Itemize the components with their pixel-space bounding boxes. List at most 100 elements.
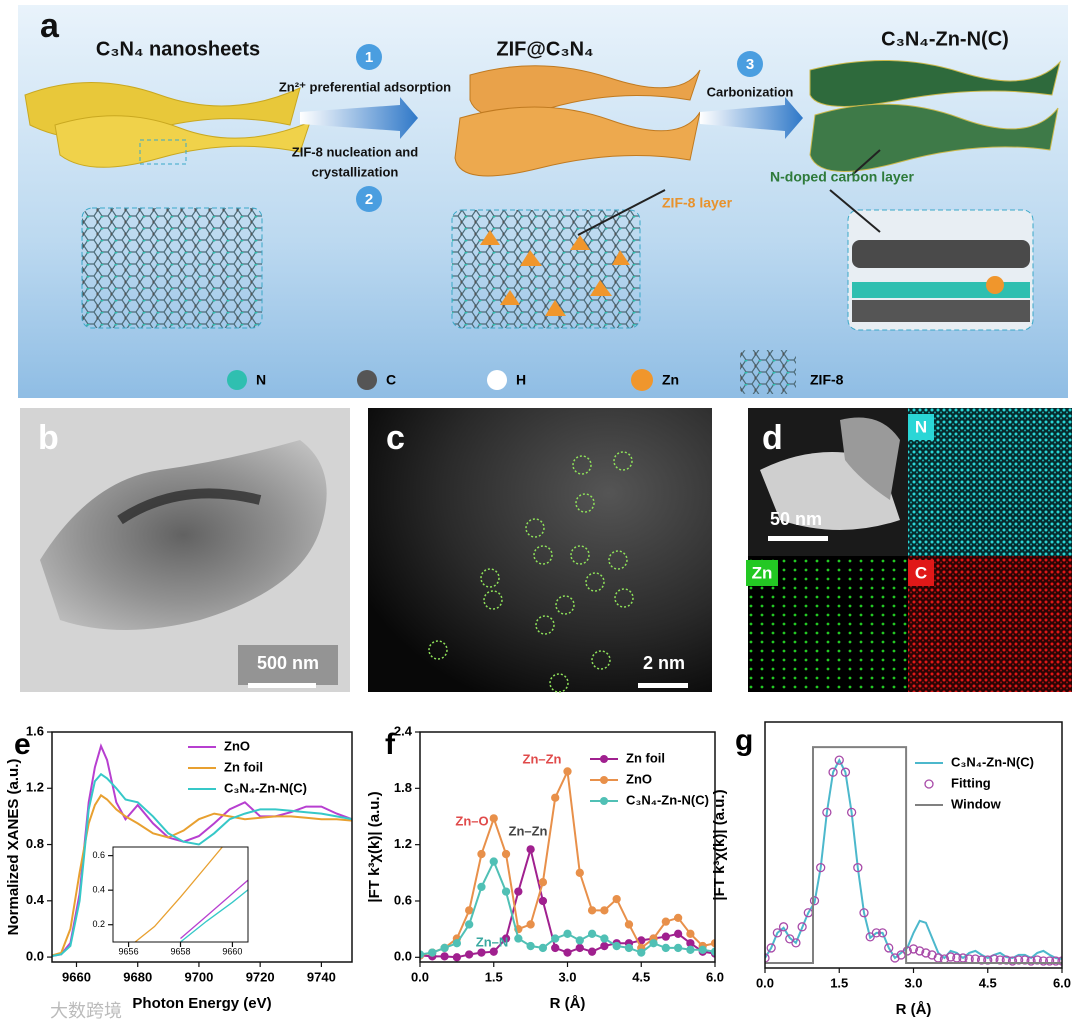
legend-swatch — [487, 370, 507, 390]
plot-area — [420, 767, 715, 962]
legend-label: N — [256, 372, 266, 388]
data-point — [600, 906, 609, 915]
y-tick-label: 0.8 — [26, 836, 44, 851]
data-point — [477, 948, 486, 957]
zif-particles — [480, 230, 630, 316]
data-point — [884, 943, 894, 953]
series-line — [765, 746, 1062, 964]
stage-label: C₃N₄ nanosheets — [96, 38, 260, 60]
series-line — [420, 859, 715, 956]
x-tick-label: 4.5 — [979, 975, 997, 990]
panel-d: d 50 nm N Zn C — [746, 408, 1072, 692]
data-point — [501, 934, 511, 943]
data-point — [575, 943, 584, 953]
data-point — [501, 887, 511, 896]
data-point — [452, 953, 462, 962]
plot-area — [765, 746, 1062, 966]
specimen — [840, 417, 900, 500]
axes-frame — [51, 731, 353, 963]
legend-marker — [924, 779, 934, 789]
step-badge — [356, 186, 382, 212]
x-tick-label: 9740 — [307, 969, 336, 984]
legend-marker — [600, 755, 608, 763]
x-tick-label: 9700 — [184, 969, 213, 984]
y-tick-label: 1.2 — [394, 836, 412, 851]
sheet — [54, 115, 311, 168]
y-tick-label: 2.4 — [394, 723, 413, 738]
legend-swatch — [631, 369, 653, 391]
scale-bar — [248, 683, 316, 688]
data-point — [766, 943, 776, 953]
map-badge — [746, 560, 778, 586]
x-tick-label: 0.0 — [411, 969, 429, 984]
series-line — [52, 772, 352, 958]
series-line — [765, 758, 1062, 960]
data-point — [1044, 956, 1055, 966]
stage-label: ZIF@C₃N₄ — [496, 38, 593, 60]
data-point — [538, 943, 548, 953]
scale-bar-label: 2 nm — [643, 653, 685, 673]
step-badge — [356, 44, 382, 70]
y-axis-label: Normalized XANES (a.u.) — [5, 759, 22, 936]
data-point — [551, 934, 560, 943]
data-point — [587, 906, 597, 915]
data-point — [600, 934, 609, 943]
data-point — [871, 928, 882, 938]
scale-bar-label: 50 nm — [770, 509, 822, 529]
y-axis-label: |FT k³χ(k)| (a.u.) — [366, 791, 383, 902]
plot-area — [52, 743, 352, 958]
series-line — [180, 888, 248, 942]
data-point — [902, 946, 912, 956]
data-point — [778, 922, 789, 932]
step-number: 3 — [746, 56, 754, 73]
x-axis-label: R (Å) — [896, 1001, 932, 1018]
series-line — [420, 845, 715, 959]
data-point — [465, 950, 474, 959]
step-text: crystallization — [312, 164, 399, 179]
legend-label: C₃N₄-Zn-N(C) — [626, 792, 709, 807]
data-point — [1057, 956, 1062, 966]
data-point — [945, 952, 956, 962]
x-tick-label: 9720 — [246, 969, 275, 984]
series-line — [52, 793, 352, 957]
y-tick-label: 1.2 — [26, 780, 44, 795]
data-point — [710, 947, 715, 956]
panel-label: c — [386, 419, 405, 457]
data-point — [710, 939, 715, 948]
data-point — [551, 793, 560, 802]
data-point — [908, 944, 919, 954]
data-point — [1038, 956, 1049, 966]
x-tick-label: 1.5 — [485, 969, 503, 984]
data-point — [765, 953, 770, 963]
legend-label: Zn — [662, 372, 679, 388]
x-tick-label: 9658 — [170, 946, 190, 956]
data-point — [637, 948, 646, 957]
annotation: Zn–Zn — [509, 823, 548, 838]
data-point — [538, 878, 548, 887]
data-point — [673, 943, 683, 953]
data-point — [698, 945, 707, 954]
data-point — [846, 807, 857, 818]
data-point — [816, 862, 826, 873]
chart: 9660 9680 9700 9720 9740 0.0 0.4 0.8 1.2 1.6 Photo… — [5, 723, 353, 1012]
legend-label: C₃N₄-Zn-N(C) — [224, 780, 307, 795]
data-point — [526, 941, 535, 951]
data-point — [661, 932, 670, 941]
y-tick-label: 0.0 — [26, 949, 44, 964]
data-point — [624, 920, 634, 929]
data-point — [563, 929, 572, 938]
annotation: Zn–O — [455, 813, 488, 828]
data-point — [828, 767, 838, 777]
x-tick-label: 9660 — [222, 946, 242, 956]
panel-label: d — [762, 419, 783, 457]
map-label: N — [915, 417, 927, 436]
map-label: C — [915, 563, 927, 582]
panel-label: g — [735, 724, 753, 757]
inset-background — [113, 847, 248, 942]
data-point — [661, 943, 670, 953]
data-point — [477, 849, 486, 859]
arrow — [700, 97, 803, 139]
data-point — [489, 814, 498, 823]
legend-label: C — [386, 372, 396, 388]
legend-marker — [600, 797, 608, 805]
